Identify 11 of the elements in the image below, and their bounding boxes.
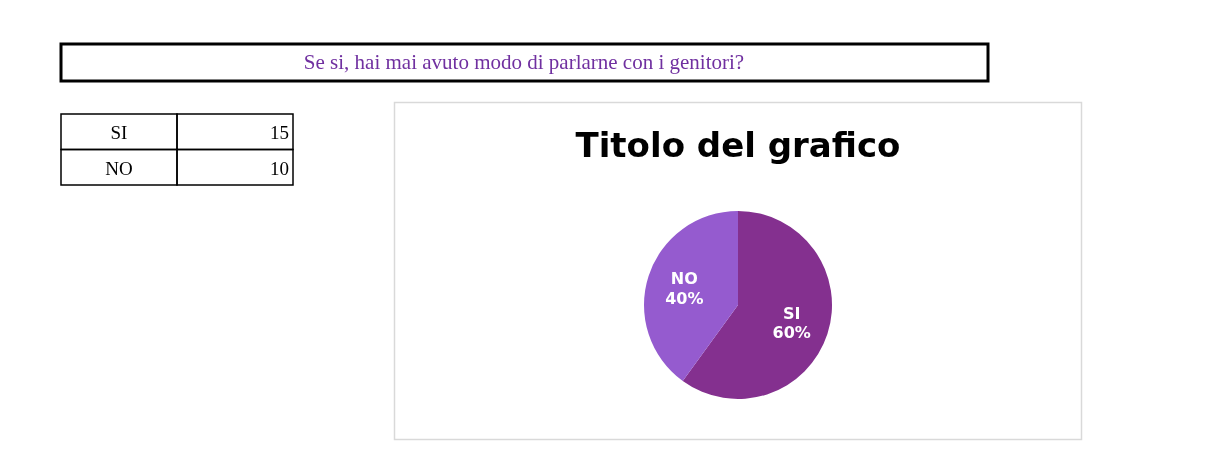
chart-subtitle: Se si, hai mai avuto modo di parlarne con i genitori? bbox=[303, 50, 745, 74]
pie-slice bbox=[644, 211, 738, 382]
chart-title: Titolo del grafico bbox=[575, 125, 901, 165]
text: 10 bbox=[270, 157, 289, 179]
data-label: 40% bbox=[665, 288, 704, 308]
data-label: 60% bbox=[772, 323, 811, 343]
category-label: SI bbox=[110, 122, 128, 143]
category-label: NO bbox=[105, 157, 133, 179]
slice-label: SI bbox=[782, 304, 801, 324]
text: 15 bbox=[270, 122, 289, 143]
slice-label: NO bbox=[670, 269, 698, 289]
